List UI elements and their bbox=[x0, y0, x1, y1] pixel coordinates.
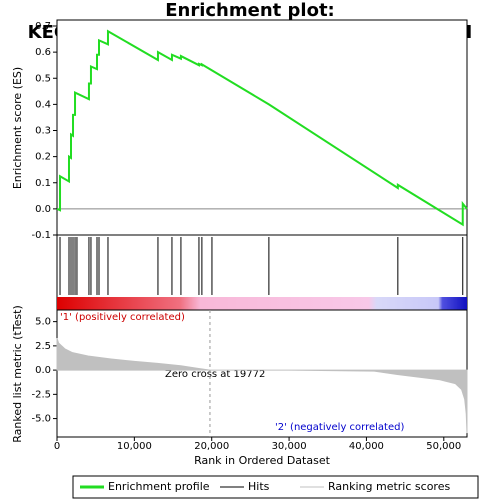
annotation: Zero cross at 19772 bbox=[165, 369, 265, 380]
x-tick-label: 20,000 bbox=[194, 441, 229, 452]
y2-tick-label: -5.0 bbox=[31, 414, 51, 425]
y-tick-label: 0.0 bbox=[35, 204, 51, 215]
y-tick-label: 0.4 bbox=[35, 99, 51, 110]
y-axis-label: Enrichment score (ES) bbox=[11, 67, 24, 189]
y2-tick-label: 0.0 bbox=[35, 365, 51, 376]
x-tick-label: 40,000 bbox=[349, 441, 384, 452]
legend-label: Ranking metric scores bbox=[328, 480, 450, 493]
x-tick-label: 30,000 bbox=[272, 441, 307, 452]
legend bbox=[72, 475, 479, 499]
y2-tick-label: -2.5 bbox=[31, 389, 51, 400]
y-tick-label: 0.7 bbox=[35, 21, 51, 32]
y2-tick-label: 2.5 bbox=[35, 341, 51, 352]
y-tick-label: 0.6 bbox=[35, 47, 51, 58]
y2-axis-label: Ranked list metric (tTest) bbox=[11, 305, 24, 442]
rank-colorbar bbox=[57, 297, 467, 310]
es-line bbox=[56, 29, 468, 227]
y-tick-label: 0.1 bbox=[35, 178, 51, 189]
legend-label: Enrichment profile bbox=[108, 480, 210, 493]
annotation: '2' (negatively correlated) bbox=[275, 422, 404, 433]
es-panel bbox=[56, 19, 468, 236]
y-tick-label: 0.3 bbox=[35, 126, 51, 137]
annotation: '1' (positively correlated) bbox=[60, 312, 185, 323]
y-tick-label: -0.1 bbox=[31, 230, 51, 241]
x-tick-label: 50,000 bbox=[426, 441, 461, 452]
y-tick-label: 0.2 bbox=[35, 152, 51, 163]
metric-area bbox=[56, 337, 468, 434]
chart-title: Enrichment plot: bbox=[165, 0, 335, 21]
x-tick-label: 0 bbox=[54, 441, 60, 452]
x-tick-label: 10,000 bbox=[117, 441, 152, 452]
x-axis-label: Rank in Ordered Dataset bbox=[194, 454, 331, 467]
legend-label: Hits bbox=[248, 480, 270, 493]
y-tick-label: 0.5 bbox=[35, 73, 51, 84]
y2-tick-label: 5.0 bbox=[35, 317, 51, 328]
